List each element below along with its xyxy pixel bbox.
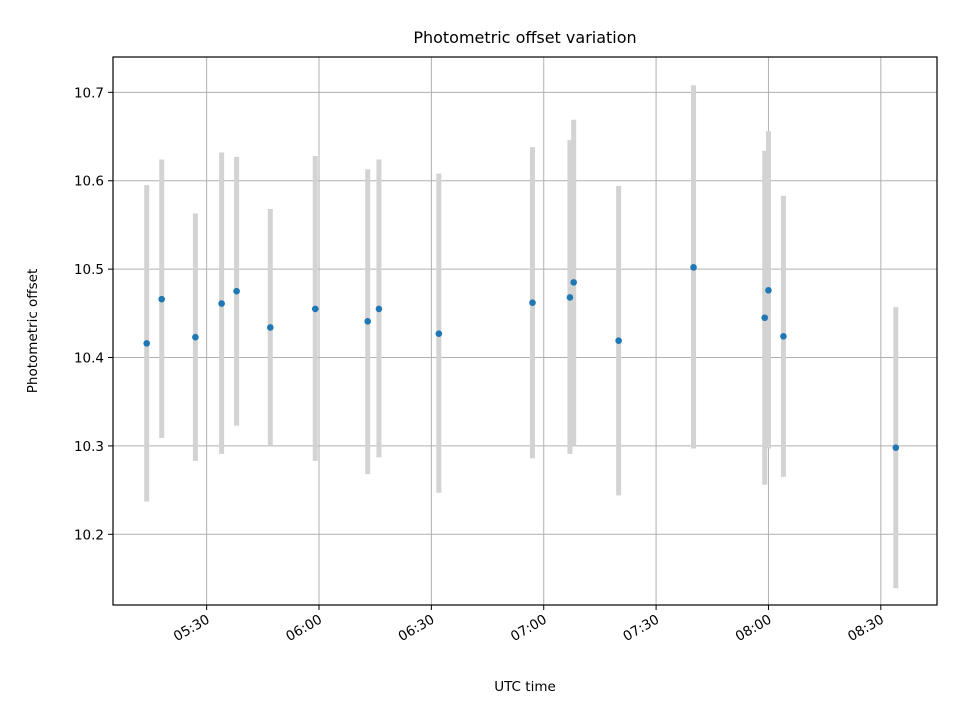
y-axis-label: Photometric offset [25, 269, 41, 393]
data-point [233, 287, 240, 295]
y-axis-ticks: 10.2 10.3 10.4 10.5 10.6 10.7 [74, 85, 113, 543]
data-point [218, 300, 225, 307]
data-point [570, 279, 577, 286]
data-point [435, 330, 443, 337]
data-point [566, 294, 574, 301]
data-point [375, 305, 383, 313]
data-point [529, 299, 536, 307]
data-point [364, 317, 371, 325]
chart-title: Photometric offset variation [413, 28, 636, 47]
data-point [267, 324, 274, 331]
y-tick-label: 10.6 [74, 174, 104, 190]
data-point [311, 305, 319, 313]
data-point [615, 337, 622, 345]
data-point [158, 295, 165, 303]
data-point [892, 444, 900, 451]
data-point [143, 340, 151, 347]
data-point [780, 333, 787, 340]
plot-frame [112, 56, 938, 606]
y-tick-label: 10.7 [74, 85, 104, 101]
x-axis-label: UTC time [494, 679, 556, 695]
y-tick-label: 10.2 [74, 527, 104, 543]
y-tick-label: 10.4 [74, 351, 104, 367]
data-point [192, 333, 199, 341]
data-point [765, 287, 772, 294]
data-point [761, 314, 769, 322]
data-point [690, 264, 697, 271]
data-points [143, 264, 900, 451]
y-tick-label: 10.3 [74, 439, 104, 455]
y-tick-label: 10.5 [74, 262, 104, 278]
